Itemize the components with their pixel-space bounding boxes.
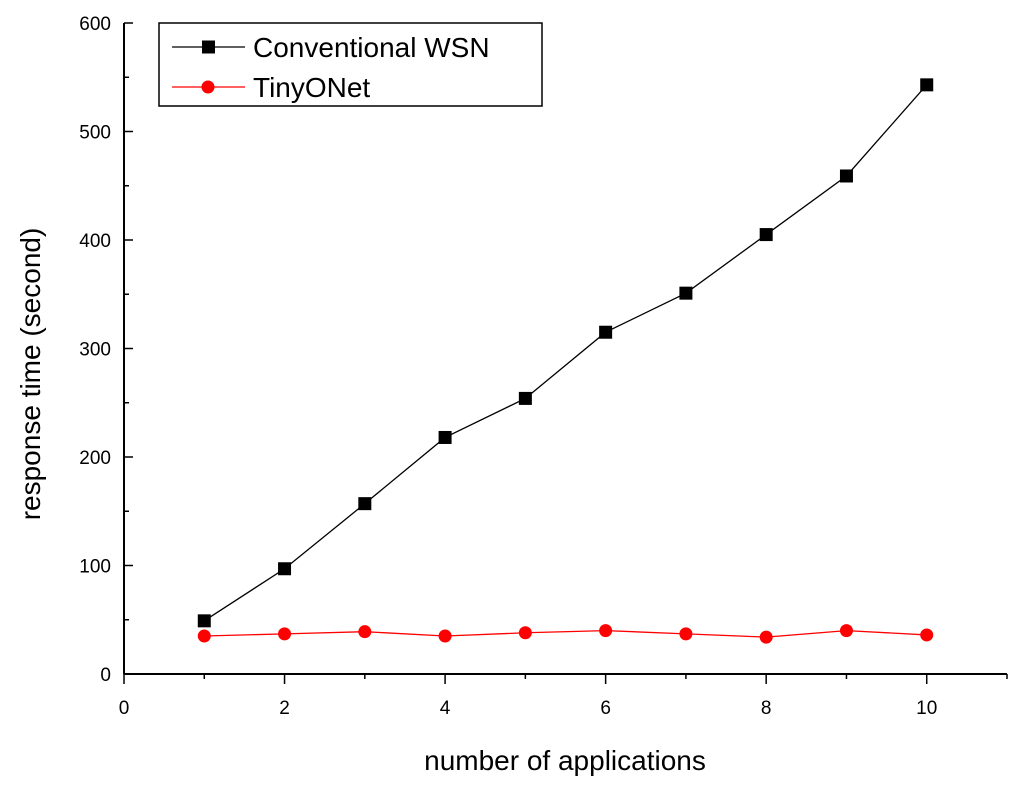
x-tick-label: 6 <box>600 698 611 719</box>
data-point-square <box>920 78 934 92</box>
x-tick-label: 10 <box>916 698 937 719</box>
data-point-square <box>438 430 452 444</box>
series-line <box>203 84 928 622</box>
data-point-square <box>599 325 613 339</box>
y-tick-label: 100 <box>79 557 111 578</box>
data-point-square <box>278 562 292 576</box>
x-axis-title: number of applications <box>424 745 706 776</box>
data-point-square <box>839 169 853 183</box>
data-point-circle <box>197 629 211 643</box>
legend-box <box>158 22 543 107</box>
data-point-circle <box>278 627 292 641</box>
data-point-circle <box>839 624 853 638</box>
legend-marker-circle <box>201 80 215 94</box>
data-point-circle <box>599 624 613 638</box>
data-point-square <box>358 497 372 511</box>
data-point-square <box>759 228 773 242</box>
series-group <box>197 78 934 644</box>
data-point-circle <box>358 625 372 639</box>
axes: 0 100 200 300 400 500 600 0 2 4 6 8 10 <box>79 14 1008 719</box>
legend-label: Conventional WSN <box>253 32 490 63</box>
y-axis-title: response time (second) <box>15 228 46 521</box>
legend: Conventional WSN TinyONet <box>158 22 543 107</box>
data-point-square <box>197 614 211 628</box>
series-line <box>204 629 927 638</box>
data-point-circle <box>679 627 693 641</box>
y-tick-label: 600 <box>79 14 111 35</box>
y-tick-label: 300 <box>79 340 111 361</box>
series-0 <box>197 78 934 628</box>
y-tick-label: 200 <box>79 448 111 469</box>
data-point-circle <box>920 628 934 642</box>
data-point-circle <box>518 626 532 640</box>
x-tick-label: 8 <box>761 698 772 719</box>
y-tick-label: 0 <box>100 665 111 686</box>
x-tick-label: 4 <box>440 698 451 719</box>
series-1 <box>197 624 934 644</box>
legend-marker-square <box>202 40 215 54</box>
y-tick-label: 400 <box>79 231 111 252</box>
y-tick-label: 500 <box>79 123 111 144</box>
x-tick-label: 0 <box>119 698 130 719</box>
legend-label: TinyONet <box>253 72 370 103</box>
data-point-circle <box>438 629 452 643</box>
x-tick-label: 2 <box>279 698 290 719</box>
data-point-square <box>679 286 693 300</box>
data-point-circle <box>759 630 773 644</box>
data-point-square <box>518 391 532 405</box>
